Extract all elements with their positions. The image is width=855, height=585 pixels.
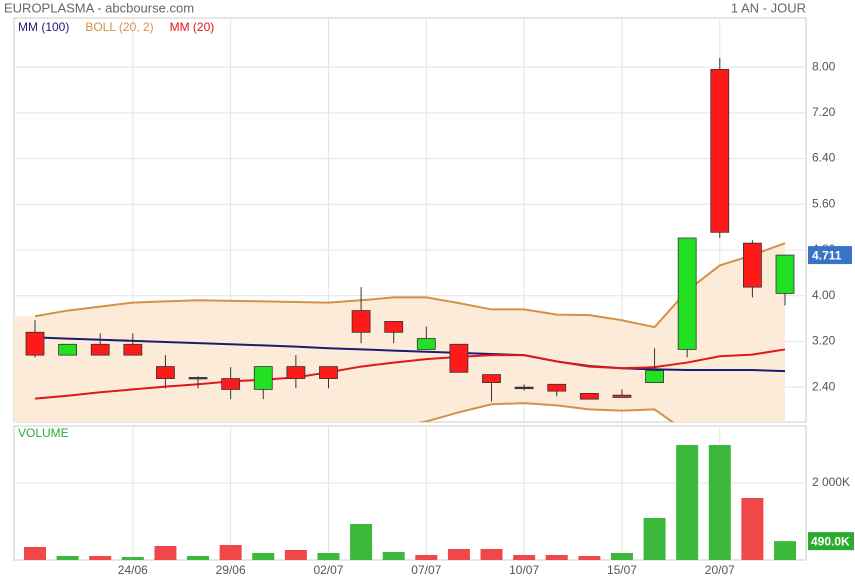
candle-body <box>514 386 534 390</box>
last-volume-box <box>808 532 854 551</box>
last-price-box <box>808 246 852 265</box>
price-plot <box>14 58 795 422</box>
volume-bar <box>415 554 438 560</box>
boll-lower-line <box>417 402 675 422</box>
volume-bar <box>154 545 177 560</box>
volume-bar <box>219 544 242 560</box>
candle-body <box>449 343 469 373</box>
y-tick-label: 2 000K <box>812 475 850 489</box>
y-tick-label: 2.40 <box>812 379 836 393</box>
volume-bar <box>480 548 503 560</box>
last-price-label: 4.711 <box>812 248 842 262</box>
candle-body <box>123 343 143 356</box>
x-tick-label: 15/07 <box>607 563 637 577</box>
candle-body <box>547 383 567 392</box>
volume-panel <box>13 425 807 561</box>
candle-body <box>645 370 664 383</box>
candle-body <box>612 394 632 398</box>
labels: 8.007.206.405.604.804.003.202.402 000K24… <box>18 20 854 577</box>
volume-title: VOLUME <box>18 426 69 440</box>
candle-body <box>742 242 762 288</box>
y-tick-label: 6.40 <box>812 151 836 165</box>
volume-bar <box>89 555 112 560</box>
y-tick-label: 8.00 <box>812 59 836 73</box>
candle-body <box>156 366 175 379</box>
volume-bar <box>545 554 568 560</box>
legend-entry: MM (100) <box>18 20 69 34</box>
chart-title: EUROPLASMA - abcbourse.com <box>4 0 194 15</box>
legend-entry: MM (20) <box>170 20 215 34</box>
volume-bar <box>774 541 796 560</box>
volume-bar <box>578 555 601 560</box>
y-tick-label: 7.20 <box>812 105 836 119</box>
x-tick-label: 10/07 <box>509 563 539 577</box>
volume-bar <box>643 517 666 560</box>
candle-body <box>416 338 436 350</box>
x-tick-label: 24/06 <box>118 563 148 577</box>
candle-body <box>351 310 371 333</box>
candle-body <box>319 366 338 379</box>
volume-bar <box>382 551 405 560</box>
candle-body <box>710 69 730 233</box>
volume-bar <box>513 554 536 560</box>
volume-bar <box>284 549 307 560</box>
volume-bar <box>317 552 340 560</box>
volume-bar <box>708 444 731 560</box>
candle-body <box>253 366 273 390</box>
boll-upper-line <box>34 242 786 329</box>
volume-bar <box>187 555 210 560</box>
mm100-line <box>34 336 786 373</box>
y-tick-label: 4.00 <box>812 288 836 302</box>
x-tick-label: 02/07 <box>313 563 343 577</box>
volume-bar <box>121 556 144 560</box>
volume-bar <box>610 552 633 560</box>
candle-body <box>25 331 45 356</box>
x-tick-label: 29/06 <box>216 563 246 577</box>
volume-bar <box>350 523 373 560</box>
y-tick-label: 3.20 <box>812 334 836 348</box>
volume-bar <box>24 546 46 560</box>
volume-bar <box>252 552 275 560</box>
candle-body <box>384 321 404 333</box>
volume-bar <box>676 444 699 560</box>
candle-body <box>90 343 110 356</box>
candle-body <box>482 374 501 383</box>
candle-body <box>775 254 795 294</box>
legend-entry: BOLL (20, 2) <box>85 20 153 34</box>
volume-plot <box>24 444 796 560</box>
candle-body <box>221 378 241 390</box>
candle-body <box>58 343 78 356</box>
x-tick-label: 07/07 <box>411 563 441 577</box>
candle-body <box>579 393 599 400</box>
volume-bar <box>56 555 79 560</box>
y-tick-label: 5.60 <box>812 196 836 210</box>
candle-body <box>188 377 208 380</box>
last-volume-label: 490.0K <box>811 534 850 548</box>
candle-body <box>286 366 306 379</box>
x-tick-label: 20/07 <box>705 563 735 577</box>
period-label: 1 AN - JOUR <box>731 0 806 15</box>
candle-body <box>677 237 697 350</box>
mm20-line <box>34 348 786 400</box>
volume-bar <box>447 548 470 560</box>
volume-bar <box>741 498 764 560</box>
